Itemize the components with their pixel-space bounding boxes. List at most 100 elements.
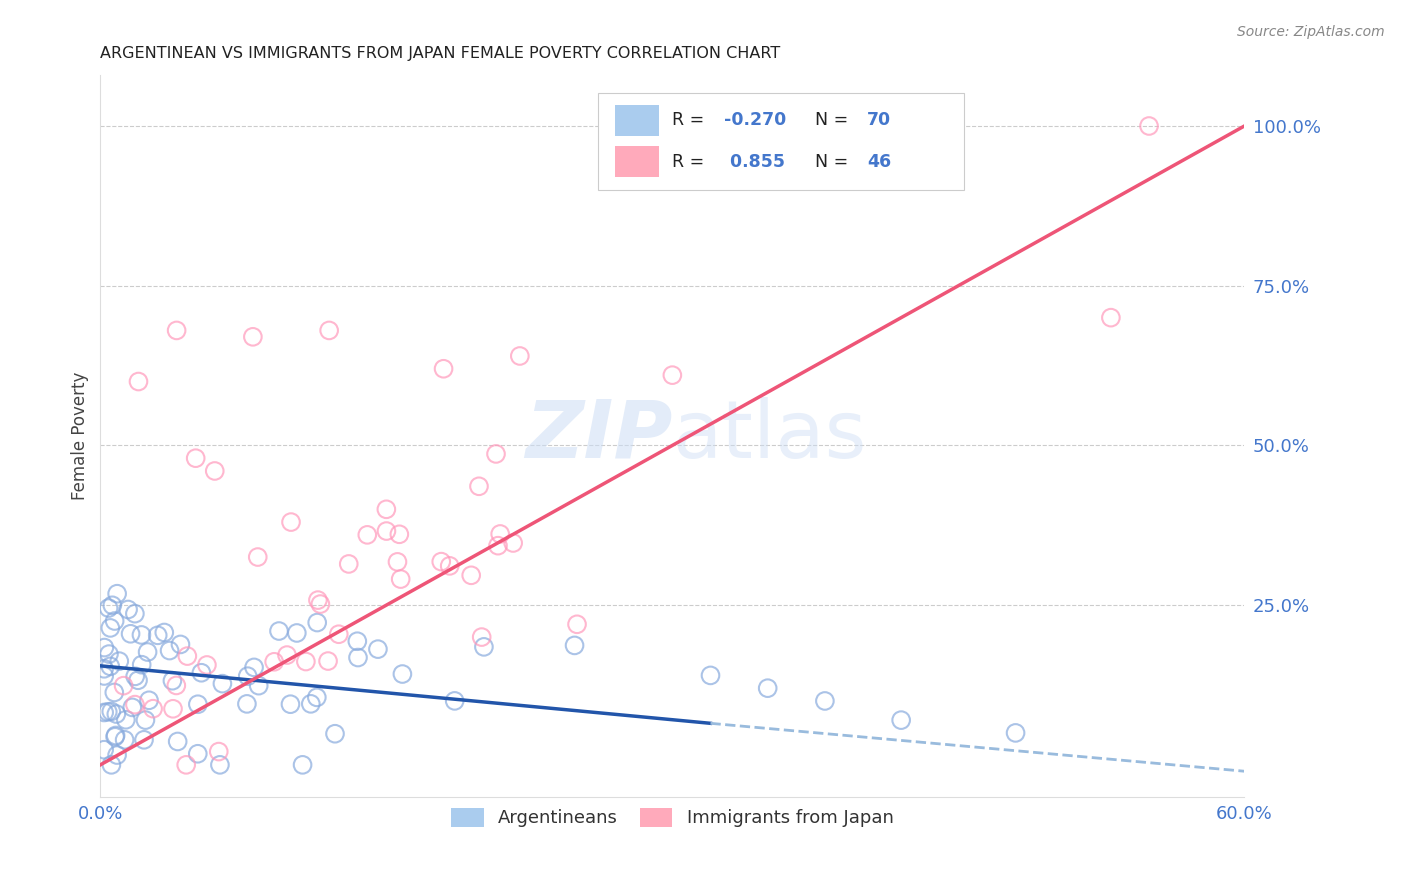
Point	[471, 630, 494, 644]
Point	[169, 637, 191, 651]
Text: N =: N =	[815, 153, 853, 170]
Text: -0.270: -0.270	[724, 112, 786, 129]
Point	[187, 698, 209, 712]
Point	[127, 375, 149, 389]
Text: ZIP: ZIP	[524, 397, 672, 475]
Point	[356, 528, 378, 542]
Point	[166, 734, 188, 748]
Point	[93, 742, 115, 756]
Point	[132, 732, 155, 747]
Point	[236, 669, 259, 683]
Point	[100, 757, 122, 772]
Point	[98, 647, 121, 661]
Point	[1004, 726, 1026, 740]
Point	[101, 599, 124, 613]
Point	[1099, 310, 1122, 325]
Text: N =: N =	[815, 112, 853, 129]
Point	[346, 634, 368, 648]
Point	[176, 649, 198, 664]
Point	[328, 627, 350, 641]
Point	[280, 515, 302, 529]
Point	[124, 698, 146, 712]
Point	[162, 673, 184, 688]
Point	[432, 361, 454, 376]
Point	[236, 697, 259, 711]
Point	[165, 678, 187, 692]
Bar	[616, 105, 658, 136]
Point	[305, 690, 328, 705]
Point	[564, 639, 586, 653]
Point	[104, 730, 127, 744]
Point	[509, 349, 531, 363]
Point	[104, 614, 127, 628]
Point	[318, 323, 340, 337]
Point	[93, 662, 115, 676]
Point	[103, 685, 125, 699]
Point	[443, 694, 465, 708]
Point	[134, 713, 156, 727]
Point	[195, 657, 218, 672]
Point	[112, 679, 135, 693]
Point	[153, 625, 176, 640]
Point	[187, 747, 209, 761]
Point	[460, 568, 482, 582]
Point	[430, 555, 453, 569]
Point	[246, 549, 269, 564]
Point	[166, 323, 188, 337]
Point	[242, 330, 264, 344]
Point	[307, 615, 329, 630]
Text: ARGENTINEAN VS IMMIGRANTS FROM JAPAN FEMALE POVERTY CORRELATION CHART: ARGENTINEAN VS IMMIGRANTS FROM JAPAN FEM…	[100, 46, 780, 62]
Point	[105, 747, 128, 762]
Point	[174, 757, 197, 772]
Point	[347, 650, 370, 665]
Point	[208, 745, 231, 759]
Point	[472, 640, 495, 654]
Point	[299, 697, 322, 711]
Point	[131, 657, 153, 672]
Point	[208, 757, 231, 772]
Point	[388, 527, 411, 541]
Point	[263, 655, 285, 669]
Point	[97, 601, 120, 615]
Point	[204, 464, 226, 478]
Point	[190, 665, 212, 680]
Text: 70: 70	[868, 112, 891, 129]
Point	[661, 368, 683, 383]
Point	[120, 627, 142, 641]
Point	[307, 593, 329, 607]
Point	[439, 558, 461, 573]
Point	[117, 602, 139, 616]
Point	[367, 642, 389, 657]
Point	[104, 729, 127, 743]
Point	[131, 628, 153, 642]
Text: 0.855: 0.855	[724, 153, 785, 170]
Point	[159, 643, 181, 657]
Point	[136, 645, 159, 659]
Text: R =: R =	[672, 112, 710, 129]
Point	[291, 757, 314, 772]
Point	[211, 676, 233, 690]
Point	[389, 572, 412, 586]
Point	[93, 640, 115, 655]
Point	[699, 668, 721, 682]
Point	[285, 626, 308, 640]
Point	[391, 667, 413, 681]
Point	[98, 659, 121, 673]
Point	[93, 669, 115, 683]
Point	[100, 705, 122, 719]
Point	[468, 479, 491, 493]
Point	[485, 447, 508, 461]
Text: 46: 46	[868, 153, 891, 170]
Point	[756, 681, 779, 696]
Point	[98, 621, 121, 635]
Point	[280, 697, 302, 711]
Point	[489, 527, 512, 541]
Text: Source: ZipAtlas.com: Source: ZipAtlas.com	[1237, 25, 1385, 39]
Point	[247, 679, 270, 693]
Point	[114, 732, 136, 747]
Bar	[616, 146, 658, 177]
Point	[115, 713, 138, 727]
Point	[162, 702, 184, 716]
Text: atlas: atlas	[672, 397, 866, 475]
Point	[108, 654, 131, 668]
